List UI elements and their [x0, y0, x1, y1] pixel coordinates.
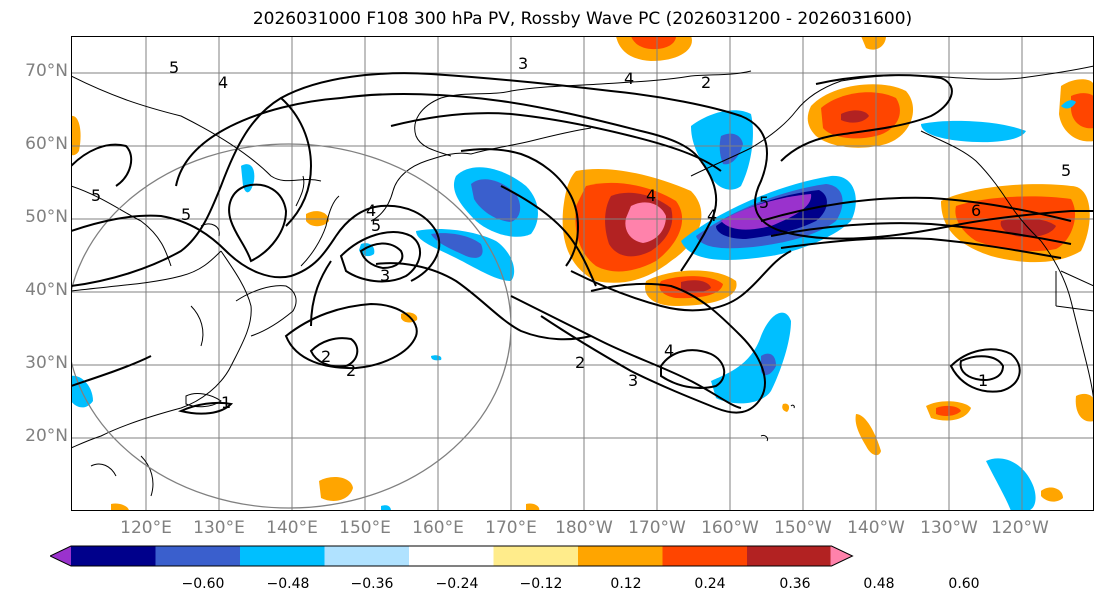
contour-label: 2: [575, 353, 585, 372]
colorbar-tick-label: −0.12: [519, 576, 563, 592]
colorbar-tick-label: 0.48: [863, 576, 895, 592]
lat-label: 40°N: [25, 280, 68, 300]
contour-label: 5: [759, 193, 769, 212]
pv-contours: [71, 72, 1094, 415]
contour-label: 1: [978, 371, 988, 390]
lon-label: 170°E: [485, 518, 537, 538]
contour-label: 1: [221, 393, 231, 412]
map-canvas: 3 4 4 5 5 5 4 5 3 2 2 1 2 3 4 4 5 4 6 5 …: [71, 36, 1094, 511]
contour-label: 4: [707, 206, 717, 225]
lon-label: 160°W: [701, 518, 759, 538]
lon-label: 180°W: [555, 518, 613, 538]
colorbar-outline: [50, 545, 854, 567]
contour-label: 4: [646, 186, 656, 205]
map-title: 2026031000 F108 300 hPa PV, Rossby Wave …: [252, 9, 913, 29]
colorbar-tick-label: −0.48: [266, 576, 310, 592]
lat-label: 30°N: [25, 353, 68, 373]
lon-label: 150°E: [339, 518, 391, 538]
lon-label: 160°E: [412, 518, 464, 538]
contour-label: 3: [518, 54, 528, 73]
colorbar-segment: [662, 546, 748, 566]
colorbar-tick-label: −0.60: [181, 576, 225, 592]
contour-label: 5: [91, 186, 101, 205]
contour-label: 6: [971, 201, 981, 220]
contour-label: 3: [628, 371, 638, 390]
contour-label: 3: [380, 266, 390, 285]
contour-label: 4: [218, 73, 228, 92]
coastlines: [71, 65, 1094, 497]
colorbar: [50, 545, 854, 567]
colorbar-tick-label: 0.12: [610, 576, 642, 592]
contour-label: 5: [1061, 161, 1071, 180]
colorbar-segment: [155, 546, 241, 566]
colorbar-segment: [747, 546, 833, 566]
lon-label: 130°E: [193, 518, 245, 538]
contour-label: 2: [321, 347, 331, 366]
colorbar-tick-label: 0.60: [948, 576, 980, 592]
positive-anomaly-shading: [71, 36, 1094, 511]
map-frame: [71, 36, 1094, 511]
lon-label: 150°W: [774, 518, 832, 538]
contour-label: 4: [366, 201, 376, 220]
colorbar-segment: [240, 546, 326, 566]
colorbar-extend-low: [50, 546, 72, 566]
contour-label: 4: [624, 69, 634, 88]
colorbar-tick-label: −0.24: [435, 576, 479, 592]
contour-label: 2: [701, 73, 711, 92]
colorbar-segment: [493, 546, 579, 566]
lon-label: 140°E: [266, 518, 318, 538]
colorbar-segment: [71, 546, 157, 566]
lat-label: 20°N: [25, 426, 68, 446]
colorbar-tick-label: −0.36: [350, 576, 394, 592]
colorbar-tick-label: 0.24: [694, 576, 726, 592]
colorbar-extend-high: [830, 546, 853, 566]
contour-label: 2: [346, 361, 356, 380]
colorbar-segment: [409, 546, 495, 566]
lat-label: 70°N: [25, 61, 68, 81]
colorbar-segment: [324, 546, 410, 566]
lon-label: 120°W: [991, 518, 1049, 538]
colorbar-segment: [578, 546, 664, 566]
lat-label: 50°N: [25, 207, 68, 227]
colorbar-tick-label: 0.36: [779, 576, 811, 592]
contour-label: 5: [169, 58, 179, 77]
contour-label: 5: [371, 216, 381, 235]
lon-label: 120°E: [120, 518, 172, 538]
contour-label: 4: [664, 341, 674, 360]
graticule: [71, 36, 1094, 511]
lon-label: 140°W: [847, 518, 905, 538]
contour-labels: 3 4 4 5 5 5 4 5 3 2 2 1 2 3 4 4 5 4 6 5 …: [91, 54, 1071, 412]
lon-label: 170°W: [628, 518, 686, 538]
lat-label: 60°N: [25, 134, 68, 154]
contour-label: 5: [181, 205, 191, 224]
lon-label: 130°W: [920, 518, 978, 538]
